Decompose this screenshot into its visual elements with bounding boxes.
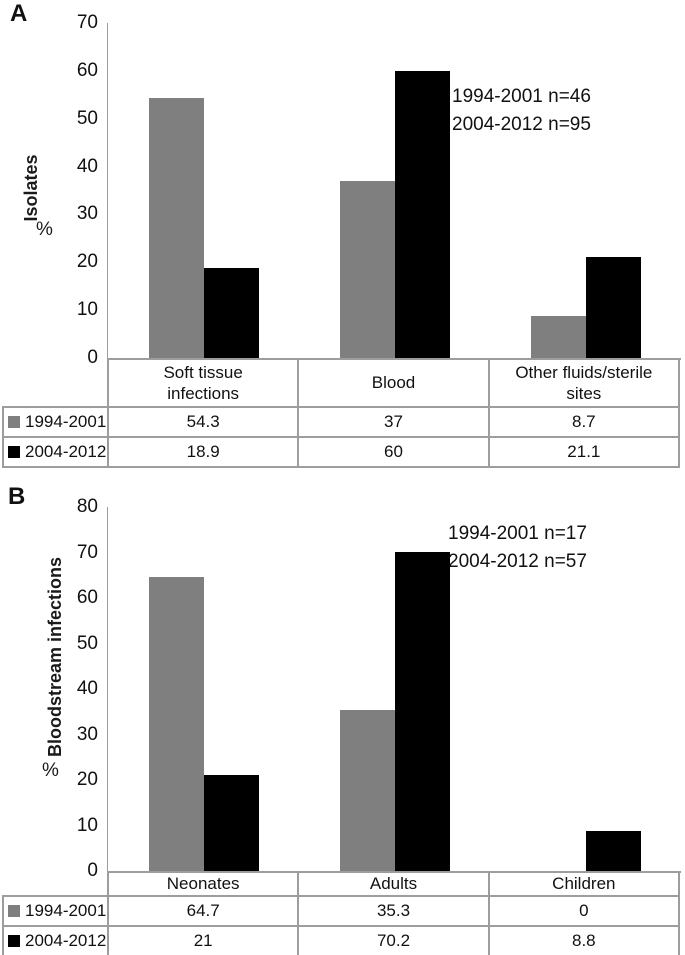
y-axis-unit-a: % [36, 219, 53, 240]
bar-black [394, 551, 450, 871]
annotation-line: 1994-2001 n=46 [452, 86, 591, 107]
data-table-b: Neonates Adults Children 1994-2001 64.7 … [2, 871, 681, 955]
bar-black [585, 830, 641, 871]
value-cell: 54.3 [106, 406, 300, 438]
value-cell: 35.3 [297, 895, 490, 927]
category-label: Soft tissue infections [163, 362, 243, 403]
category-cell: Adults [297, 871, 490, 897]
category-label: Children [552, 874, 616, 894]
series-name: 2004-2012 [25, 442, 107, 462]
series-name: 2004-2012 [25, 931, 107, 951]
panel-label-b: B [8, 483, 26, 510]
y-axis-tick-label: 0 [87, 347, 98, 368]
category-cell: Soft tissue infections [106, 358, 300, 408]
bar-gray [339, 710, 395, 871]
y-axis-tick-label: 70 [76, 12, 98, 33]
category-label: Adults [369, 874, 418, 894]
series-row-header: 1994-2001 [2, 895, 109, 927]
y-axis-tick-label: 10 [76, 814, 98, 836]
table-corner [3, 359, 108, 407]
series-name: 1994-2001 [25, 901, 107, 921]
value-cell: 18.9 [106, 436, 300, 468]
y-axis-title-a: Isolates [21, 154, 41, 222]
plot-area-a: 0 10 20 30 40 50 60 70 [77, 12, 681, 368]
y-axis-tick-label: 20 [76, 769, 98, 790]
value-cell: 60 [297, 436, 490, 468]
y-axis-tick-label: 60 [76, 587, 98, 608]
bar-black [585, 257, 641, 358]
category-label: Blood [371, 373, 416, 393]
value-cell: 64.7 [106, 895, 300, 927]
series-row-header: 2004-2012 [2, 925, 109, 955]
y-axis-tick-label: 50 [76, 632, 98, 654]
y-axis-tick-label: 0 [87, 860, 98, 881]
category-cell: Children [487, 871, 681, 897]
legend-key-gray-icon [8, 905, 20, 917]
legend-key-black-icon [8, 935, 20, 947]
y-axis-tick-label: 60 [76, 59, 98, 81]
table-corner [3, 872, 108, 896]
y-axis-unit-b: % [42, 760, 59, 781]
category-cell: Blood [297, 358, 490, 408]
y-axis-tick-label: 80 [76, 496, 98, 517]
value-cell: 8.7 [487, 406, 681, 438]
panel-label-a: A [10, 0, 28, 27]
y-axis-tick-label: 10 [76, 299, 98, 321]
value-cell: 0 [487, 895, 681, 927]
bar-black [394, 70, 450, 358]
legend-key-black-icon [8, 446, 20, 458]
bar-black [203, 775, 259, 871]
category-label: Neonates [166, 874, 240, 894]
annotation-line: 2004-2012 n=57 [448, 551, 587, 572]
bar-gray [530, 316, 586, 358]
value-cell: 21 [106, 925, 300, 955]
value-cell: 37 [297, 406, 490, 438]
y-axis-tick-label: 20 [76, 251, 98, 273]
value-cell: 21.1 [487, 436, 681, 468]
category-cell: Neonates [106, 871, 300, 897]
bar-gray [148, 98, 204, 358]
plot-area-b: 0 10 20 30 40 50 60 70 80 [77, 496, 681, 881]
y-axis-tick-label: 40 [76, 155, 98, 177]
y-axis-tick-label: 30 [76, 723, 98, 745]
legend-key-gray-icon [8, 416, 20, 428]
series-row-header: 1994-2001 [2, 406, 109, 438]
y-axis-tick-label: 40 [76, 678, 98, 699]
data-table-a: Soft tissue infections Blood Other fluid… [2, 358, 681, 468]
bar-gray [339, 180, 395, 358]
category-cell: Other fluids/sterile sites [487, 358, 681, 408]
annotation-line: 2004-2012 n=95 [452, 114, 591, 135]
sample-size-annotation-a: 1994-2001 n=46 2004-2012 n=95 [452, 83, 591, 139]
annotation-line: 1994-2001 n=17 [448, 523, 587, 544]
value-cell: 8.8 [487, 925, 681, 955]
value-cell: 70.2 [297, 925, 490, 955]
sample-size-annotation-b: 1994-2001 n=17 2004-2012 n=57 [448, 520, 587, 576]
y-axis-tick-label: 70 [76, 541, 98, 563]
category-label: Other fluids/sterile sites [515, 362, 653, 403]
y-axis-tick-label: 50 [76, 107, 98, 129]
bar-gray [148, 576, 204, 871]
bar-black [203, 267, 259, 358]
series-row-header: 2004-2012 [2, 436, 109, 468]
series-name: 1994-2001 [25, 412, 107, 432]
y-axis-tick-label: 30 [76, 203, 98, 225]
